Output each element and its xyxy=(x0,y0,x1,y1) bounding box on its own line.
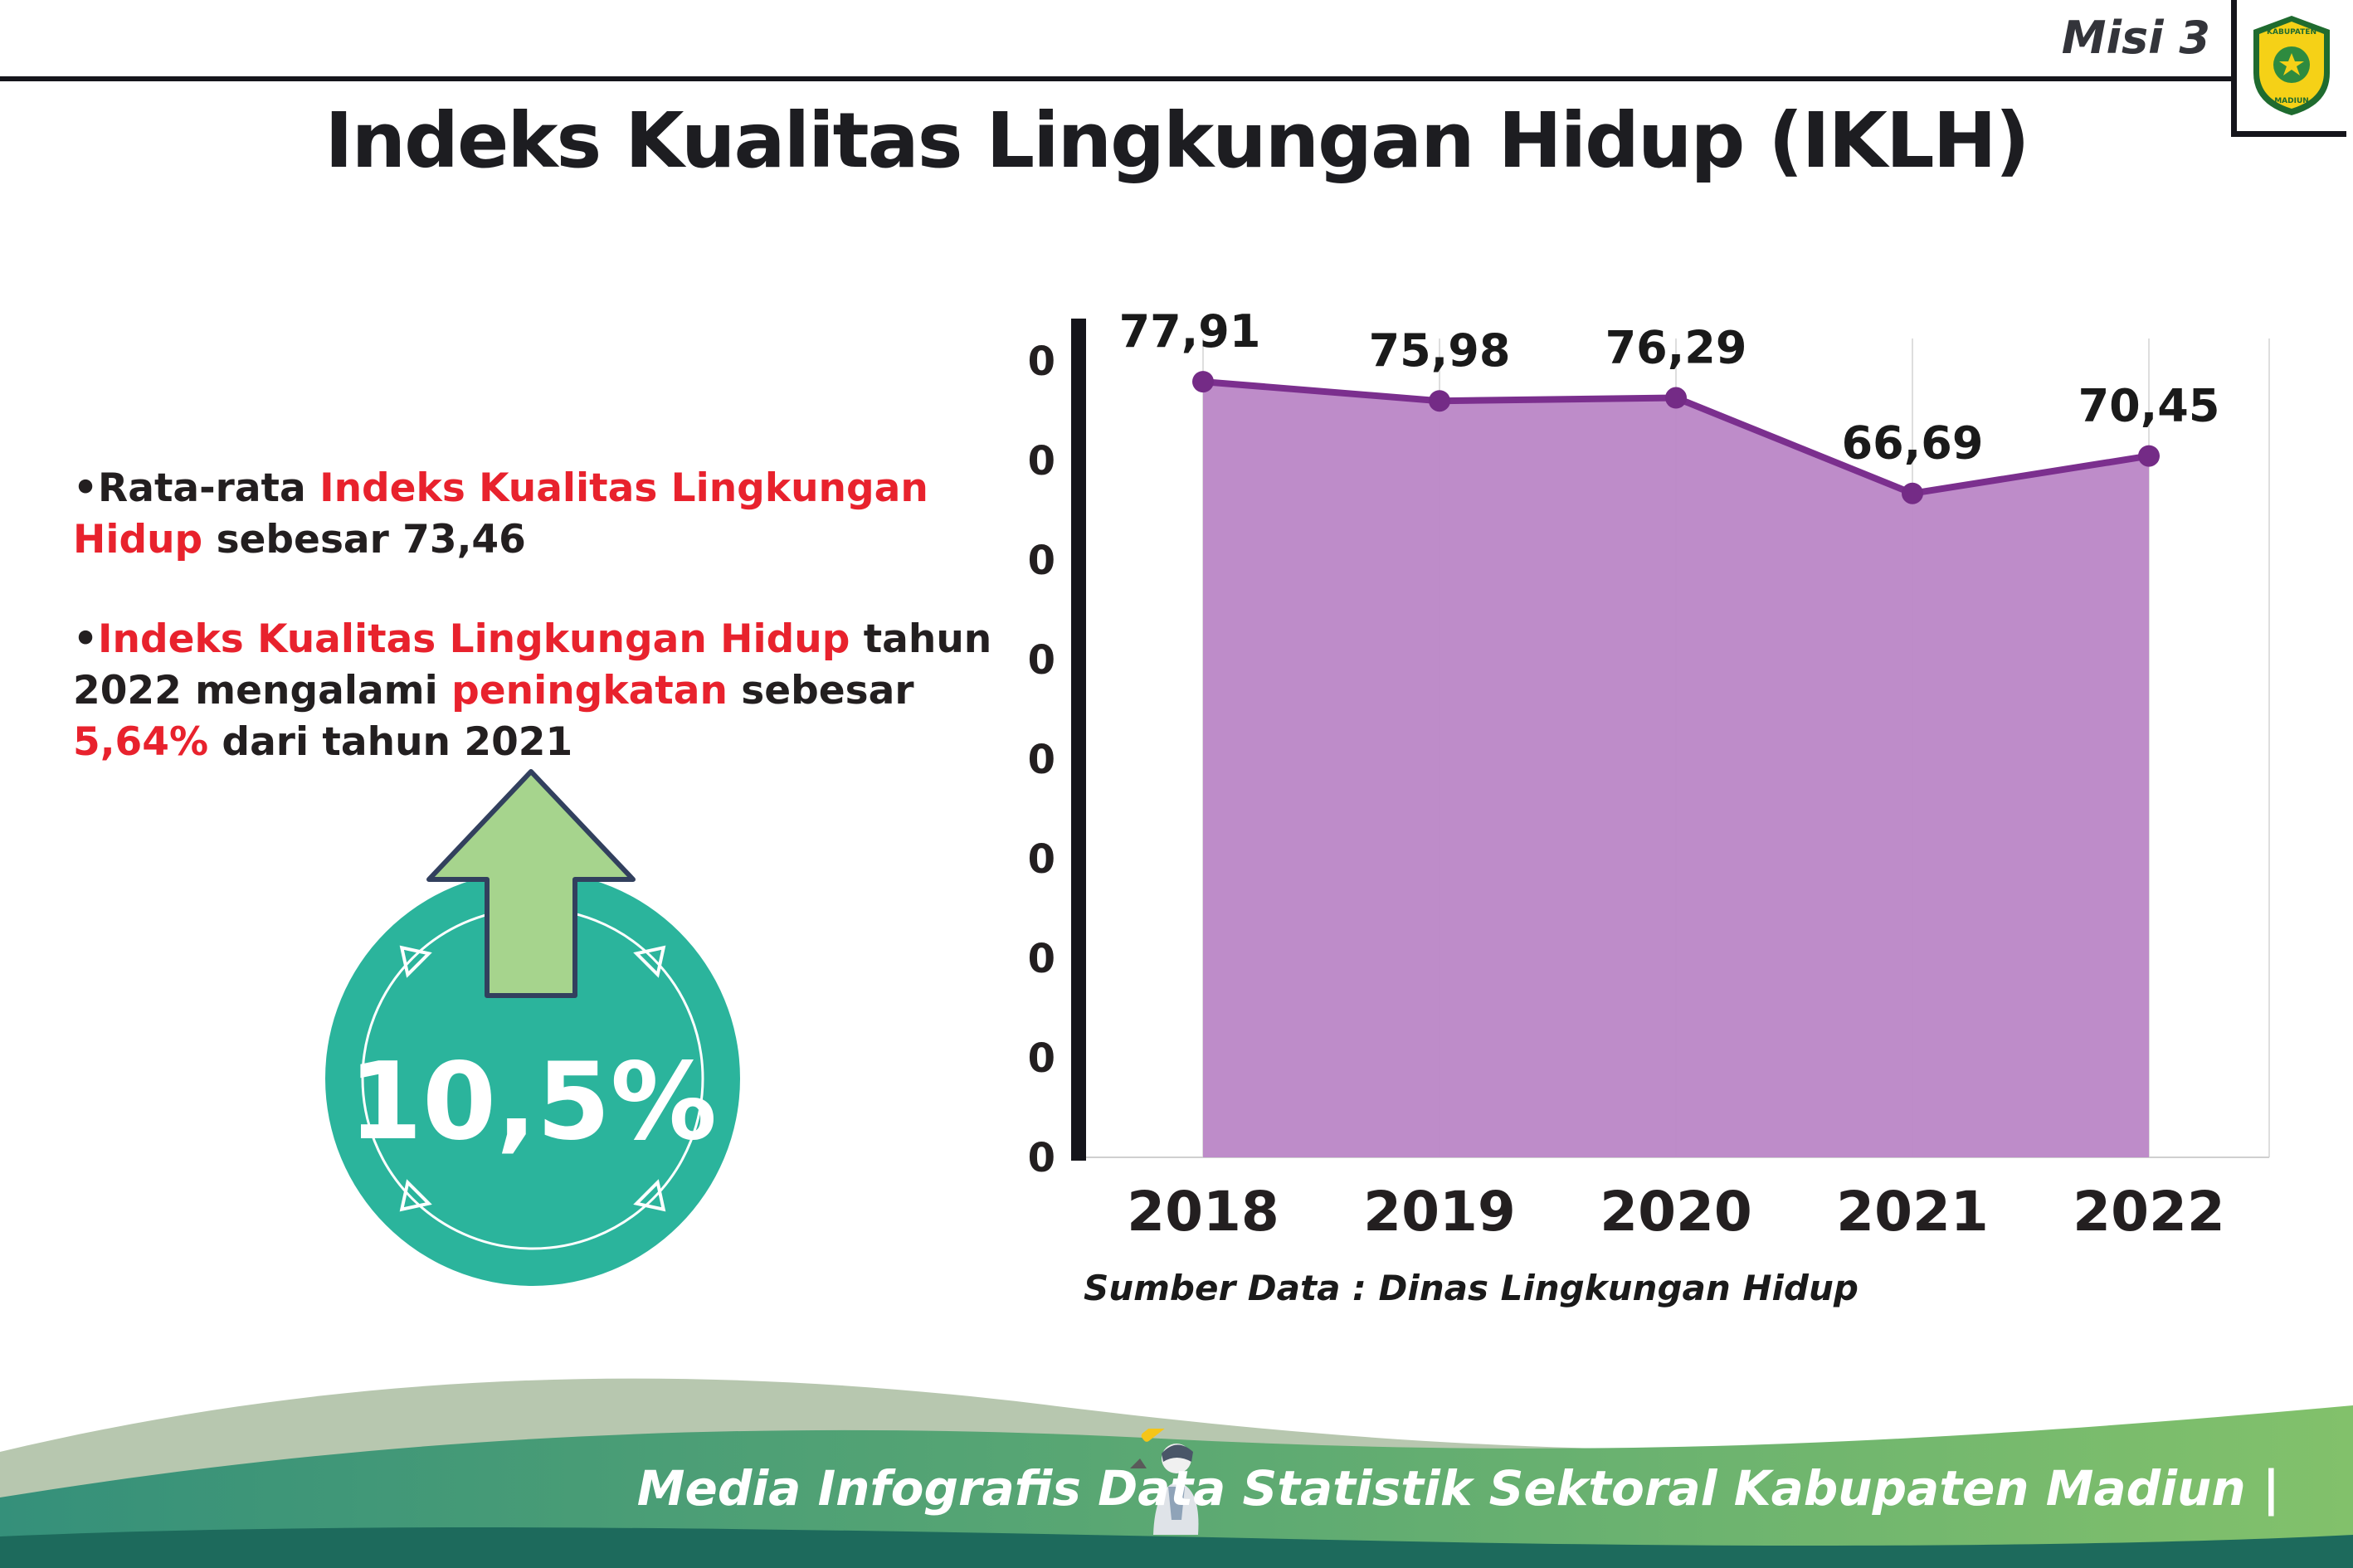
text-segment: • xyxy=(73,465,99,511)
y-tick-label: 20 xyxy=(1029,936,1055,982)
y-tick-label: 60 xyxy=(1029,538,1055,584)
value-label: 76,29 xyxy=(1605,322,1747,374)
text-segment: sebesar xyxy=(727,668,914,714)
badge-tick-triangle xyxy=(399,1179,432,1212)
text-segment: Indeks Kualitas Lingkungan Hidup xyxy=(73,465,928,563)
text-segment: dari tahun 2021 xyxy=(208,719,573,766)
footer-caption: Media Infografis Data Statistik Sektoral… xyxy=(636,1460,2280,1517)
badge-tick-triangle xyxy=(633,945,666,978)
key-points: •Rata-rata Indeks Kualitas Lingkungan Hi… xyxy=(73,463,1044,816)
y-tick-label: 50 xyxy=(1029,637,1055,684)
logo-line1: KABUPATEN xyxy=(2267,28,2316,37)
data-point xyxy=(1429,390,1450,412)
badge-tick-triangle xyxy=(399,945,432,978)
page-title: Indeks Kualitas Lingkungan Hidup (IKLH) xyxy=(324,96,2029,185)
y-tick-label: 70 xyxy=(1029,438,1055,485)
data-point xyxy=(1665,387,1687,409)
text-segment: peningkatan xyxy=(451,668,728,714)
bullet-text: •Indeks Kualitas Lingkungan Hidup tahun … xyxy=(73,616,991,765)
text-segment: • xyxy=(73,616,99,663)
iklh-area-chart: 0 10 20 30 40 50 60 70 80 77,91 75,98 76,29 66,69 70,… xyxy=(1029,307,2270,1244)
area-fill xyxy=(1203,382,2149,1157)
text-segment: Indeks Kualitas Lingkungan Hidup xyxy=(98,616,850,663)
bullet-text: •Rata-rata Indeks Kualitas Lingkungan Hi… xyxy=(73,465,928,562)
shield-logo-icon: KABUPATEN MADIUN xyxy=(2253,16,2330,115)
source-note: Sumber Data : Dinas Lingkungan Hidup xyxy=(1084,1268,1859,1308)
bullet-item: •Rata-rata Indeks Kualitas Lingkungan Hi… xyxy=(73,463,1044,566)
value-label: 77,91 xyxy=(1119,307,1261,358)
top-divider xyxy=(0,76,2235,81)
logo-line2: MADIUN xyxy=(2274,97,2309,105)
x-tick-label: 2021 xyxy=(1836,1180,1989,1244)
y-tick-label: 80 xyxy=(1029,338,1055,385)
x-tick-label: 2020 xyxy=(1600,1180,1752,1244)
wave-bottom xyxy=(0,1527,2353,1568)
mascot-icon xyxy=(1130,1429,1199,1535)
y-tick-label: 10 xyxy=(1029,1035,1055,1082)
x-tick-label: 2019 xyxy=(1363,1180,1516,1244)
text-segment: 5,64% xyxy=(73,719,209,766)
badge-circle xyxy=(325,871,740,1286)
up-arrow-shape xyxy=(426,769,636,998)
data-point xyxy=(1192,371,1214,393)
bullet-item: •Indeks Kualitas Lingkungan Hidup tahun … xyxy=(73,614,1044,768)
up-arrow-icon xyxy=(426,769,636,998)
data-point xyxy=(2138,445,2160,467)
badge-value: 10,5% xyxy=(348,1040,717,1164)
increase-badge: 10,5% xyxy=(325,871,740,1286)
kabupaten-madiun-logo: KABUPATEN MADIUN xyxy=(2231,0,2346,137)
y-tick-label: 40 xyxy=(1029,737,1055,783)
y-tick-label: 30 xyxy=(1029,836,1055,883)
text-segment: tahun 2022 mengalami xyxy=(73,616,992,714)
y-tick-label: 0 xyxy=(1029,1135,1055,1181)
data-point xyxy=(1902,482,1923,504)
value-label: 75,98 xyxy=(1369,324,1511,377)
value-label: 70,45 xyxy=(2078,380,2220,432)
x-tick-label: 2018 xyxy=(1127,1180,1279,1244)
x-tick-label: 2022 xyxy=(2073,1180,2225,1244)
misi-label: Misi 3 xyxy=(2061,12,2210,64)
value-label: 66,69 xyxy=(1842,417,1984,470)
text-segment: Rata-rata xyxy=(98,465,320,511)
text-segment: sebesar 73,46 xyxy=(202,517,526,563)
badge-tick-triangle xyxy=(633,1179,666,1212)
